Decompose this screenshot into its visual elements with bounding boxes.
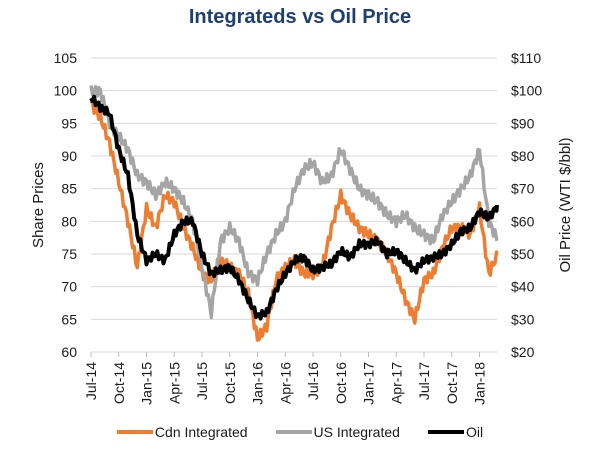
legend-swatch-oil xyxy=(427,430,464,434)
legend-swatch-cdn-integrated xyxy=(116,430,153,434)
legend-swatch-us-integrated xyxy=(275,430,312,434)
left-tick-label: 80 xyxy=(61,213,77,229)
x-tick-label: Jul-15 xyxy=(194,362,210,400)
x-axis-ticks: Jul-14 Oct-14 Jan-15 Apr-15 Jul-15 Oct-15 Jan-… xyxy=(83,352,488,405)
x-tick-label: Jan-15 xyxy=(139,362,155,405)
gridlines xyxy=(91,57,497,353)
left-tick-label: 90 xyxy=(61,148,77,164)
left-axis-ticks: 60 65 70 75 80 85 90 95 100 105 xyxy=(54,50,78,360)
left-axis-title: Share Prices xyxy=(30,162,47,248)
x-tick-label: Apr-17 xyxy=(388,362,404,404)
right-tick-label: $20 xyxy=(511,344,535,360)
x-tick-label: Apr-16 xyxy=(277,362,293,404)
x-tick-label: Apr-15 xyxy=(166,362,182,404)
left-tick-label: 85 xyxy=(61,181,77,197)
legend-label: Cdn Integrated xyxy=(154,424,248,440)
chart-title: Integrateds vs Oil Price xyxy=(188,6,412,28)
right-tick-label: $30 xyxy=(511,311,535,327)
right-tick-label: $80 xyxy=(511,148,535,164)
series-line-oil xyxy=(89,94,499,321)
legend-item-oil[interactable]: Oil xyxy=(427,424,484,440)
legend-label: Oil xyxy=(465,424,484,440)
legend-item-cdn-integrated[interactable]: Cdn Integrated xyxy=(116,424,248,440)
x-tick-label: Jul-17 xyxy=(416,362,432,400)
x-tick-label: Jan-17 xyxy=(361,362,377,405)
x-tick-label: Jul-14 xyxy=(83,362,99,400)
x-tick-label: Jul-16 xyxy=(305,362,321,400)
x-tick-label: Oct-17 xyxy=(444,362,460,404)
right-tick-label: $100 xyxy=(511,83,542,99)
right-tick-label: $70 xyxy=(511,181,535,197)
series-line-us-integrated xyxy=(89,85,499,320)
right-tick-label: $60 xyxy=(511,213,535,229)
x-tick-label: Oct-16 xyxy=(333,362,349,404)
x-tick-label: Jan-18 xyxy=(472,362,488,405)
right-axis-title: Oil Price (WTI $/bbl) xyxy=(557,137,574,272)
x-tick-label: Oct-15 xyxy=(222,362,238,404)
right-tick-label: $90 xyxy=(511,115,535,131)
legend-item-us-integrated[interactable]: US Integrated xyxy=(275,424,400,440)
x-tick-label: Jan-16 xyxy=(250,362,266,405)
left-tick-label: 105 xyxy=(54,50,78,66)
series-lines xyxy=(89,85,499,342)
left-tick-label: 70 xyxy=(61,279,77,295)
right-axis-ticks: $20 $30 $40 $50 $60 $70 $80 $90 $100 $110 xyxy=(511,50,542,360)
left-tick-label: 100 xyxy=(54,83,78,99)
right-tick-label: $110 xyxy=(511,50,541,66)
left-tick-label: 60 xyxy=(61,344,77,360)
left-tick-label: 75 xyxy=(61,246,77,262)
legend-label: US Integrated xyxy=(313,424,400,440)
left-tick-label: 65 xyxy=(61,311,77,327)
x-tick-label: Oct-14 xyxy=(111,362,127,404)
right-tick-label: $40 xyxy=(511,279,535,295)
right-tick-label: $50 xyxy=(511,246,535,262)
legend: Cdn Integrated US Integrated Oil xyxy=(0,424,600,440)
left-tick-label: 95 xyxy=(61,115,77,131)
